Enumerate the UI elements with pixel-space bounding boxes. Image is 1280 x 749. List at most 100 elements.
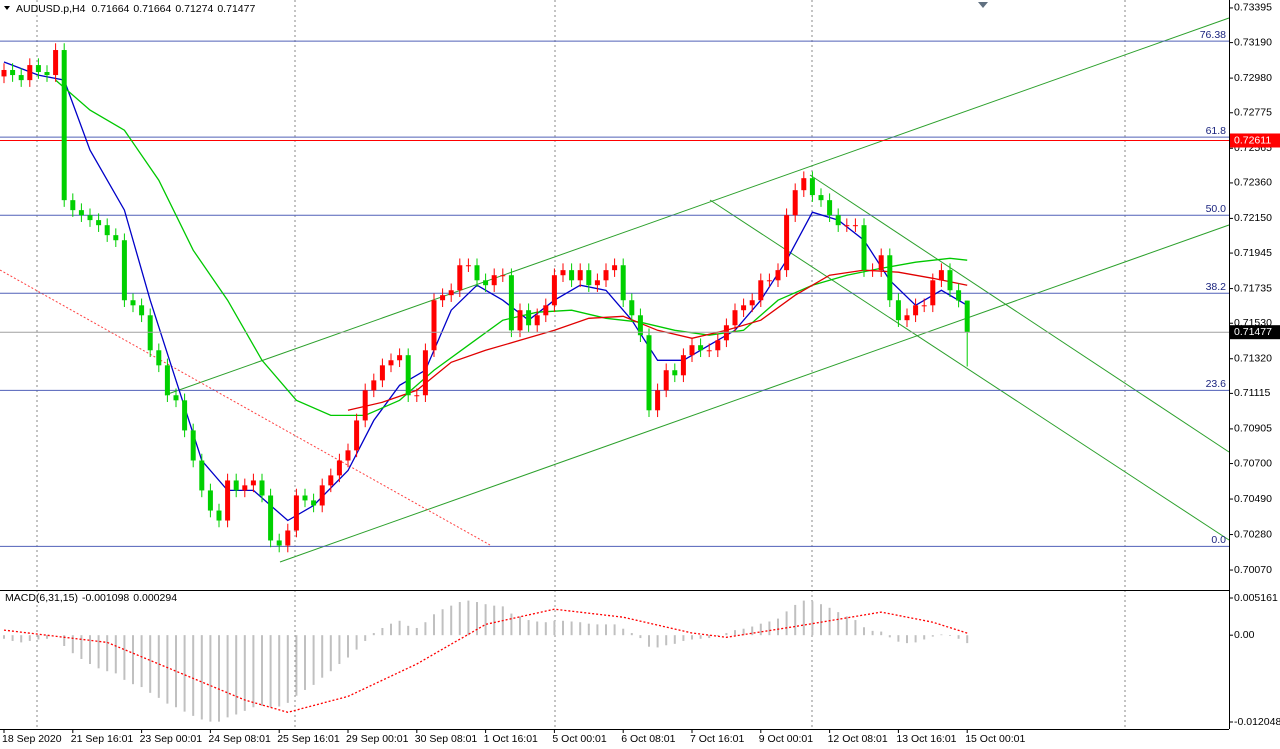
x-tick-label: 29 Sep 00:01 [346,733,409,745]
candle-body [121,240,127,301]
chart-objects [0,0,1230,729]
x-tick-label: 25 Sep 16:01 [277,733,340,745]
candle-body [586,270,592,286]
candle-body [809,178,815,196]
bid-label: 0.71477 [1234,326,1272,338]
candle-body [70,200,76,211]
candle-body [414,395,420,397]
x-tick-label: 7 Oct 16:01 [690,733,744,745]
candle-body [319,485,325,506]
ohlc-open: 0.71664 [91,3,129,15]
candle-body [534,315,540,326]
candle-body [612,265,618,271]
plot-area: 76.38 61.8 50.0 38.2 23.6 0.0 [0,29,1229,722]
x-tick-label: 21 Sep 16:01 [71,733,134,745]
candle-body [379,365,385,381]
candle-body [35,65,41,73]
candle-body [663,370,669,391]
channel-line [279,224,1230,563]
ohlc-low: 0.71274 [175,3,213,15]
y-tick-label: 0.72980 [1234,72,1272,84]
indicator-line [3,608,968,713]
shift-marker [978,2,988,8]
y-tick-label: 0.70700 [1234,457,1272,469]
candle-body [440,295,446,301]
channel-line [809,174,1230,453]
candle-body [766,280,772,282]
candle-body [483,280,489,286]
candle-body [792,190,798,216]
candle-body [474,265,480,281]
candle-body [78,210,84,216]
y-tick-label: -0.012048 [1234,716,1280,728]
chart-header: AUDUSD.p,H4 0.71664 0.71664 0.71274 0.71477 [16,3,255,15]
macd-header: MACD(6,31,15) -0.001098 0.000294 [5,592,177,604]
candle-body [87,215,93,221]
candle-body [732,310,738,326]
ohlc-high: 0.71664 [133,3,171,15]
candle-body [835,215,841,226]
y-tick-label: 0.71320 [1234,353,1272,365]
price-level-box [1230,133,1280,148]
y-tick-label: 0.70490 [1234,493,1272,505]
x-tick-label: 5 Oct 00:01 [552,733,606,745]
candle-body [904,315,910,321]
candle-body [216,510,222,521]
candle-body [397,355,403,361]
y-tick-label: 0.72360 [1234,177,1272,189]
candle-body [328,475,334,486]
y-tick-label: 0.71115 [1234,387,1271,399]
candle-body [242,485,248,491]
candle-body [199,460,205,491]
candle-body [18,75,24,81]
candle-body [921,305,927,307]
candle-body [405,355,411,396]
candle-body [431,300,437,351]
channel-line [709,199,1230,541]
candle-body [345,450,351,461]
candle-body [947,270,953,291]
candle-body [698,345,704,351]
x-tick-label: 13 Oct 16:01 [896,733,956,745]
candle-body [173,395,179,401]
candle-body [130,300,136,306]
candle-body [913,305,919,316]
candle-body [1,69,7,77]
candle-body [225,480,231,521]
candle-body [655,390,661,411]
trend-line [0,269,491,546]
candle-body [508,275,514,331]
candle-body [964,300,970,333]
macd-title: MACD(6,31,15) [5,592,78,604]
fib-label: 23.6 [1206,378,1227,390]
candle-body [182,400,188,431]
x-tick-label: 1 Oct 16:01 [484,733,538,745]
y-tick-label: 0.72150 [1234,212,1272,224]
candle-body [895,300,901,321]
candle-body [594,280,600,286]
x-tick-label: 15 Oct 00:01 [965,733,1025,745]
y-tick-label: 0.005161 [1234,592,1278,604]
price-level-label: 0.72611 [1234,134,1271,146]
indicator-line [3,61,968,522]
candle-body [457,265,463,291]
candle-body [354,420,360,451]
candle-body [741,305,747,311]
candle-body [629,300,635,316]
symbol-title: AUDUSD.p,H4 [16,3,86,15]
candle-body [603,270,609,281]
candle-body [801,178,807,191]
candle-body [44,72,50,76]
y-tick-label: 0.71735 [1234,282,1272,294]
candle-body [268,495,274,541]
candle-body [818,195,824,201]
candle-body [938,270,944,281]
candle-body [491,275,497,286]
candle-body [311,500,317,506]
signal-value: 0.000294 [133,592,177,604]
candle-body [259,480,265,496]
candle-body [27,65,33,81]
